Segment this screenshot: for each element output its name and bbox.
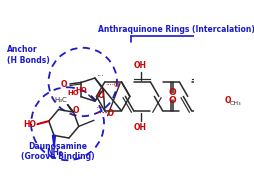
Text: ····O: ····O xyxy=(105,82,120,88)
Text: ····O: ····O xyxy=(96,109,114,118)
Text: O: O xyxy=(168,96,175,105)
Polygon shape xyxy=(52,135,55,147)
Text: Daunosamine
(Groove Binding): Daunosamine (Groove Binding) xyxy=(21,142,94,161)
Text: ···: ··· xyxy=(95,104,103,113)
Text: OH: OH xyxy=(134,61,147,70)
Text: O: O xyxy=(168,88,175,97)
Text: Anthraquinone Rings (Intercalation): Anthraquinone Rings (Intercalation) xyxy=(98,25,254,34)
Text: HO: HO xyxy=(67,90,79,96)
Text: CH₃: CH₃ xyxy=(229,101,240,106)
Text: O: O xyxy=(98,91,104,100)
Text: Anchor
(H Bonds): Anchor (H Bonds) xyxy=(7,46,49,65)
Text: H₃C: H₃C xyxy=(54,97,67,103)
Text: HO: HO xyxy=(75,87,87,93)
Text: HO: HO xyxy=(23,120,36,129)
Text: NH₂: NH₂ xyxy=(46,148,62,157)
Text: OH: OH xyxy=(134,123,147,132)
Text: O: O xyxy=(73,106,79,115)
Polygon shape xyxy=(67,105,73,112)
Text: O: O xyxy=(224,96,231,105)
Text: O: O xyxy=(60,80,67,89)
Text: ···: ··· xyxy=(96,72,104,81)
